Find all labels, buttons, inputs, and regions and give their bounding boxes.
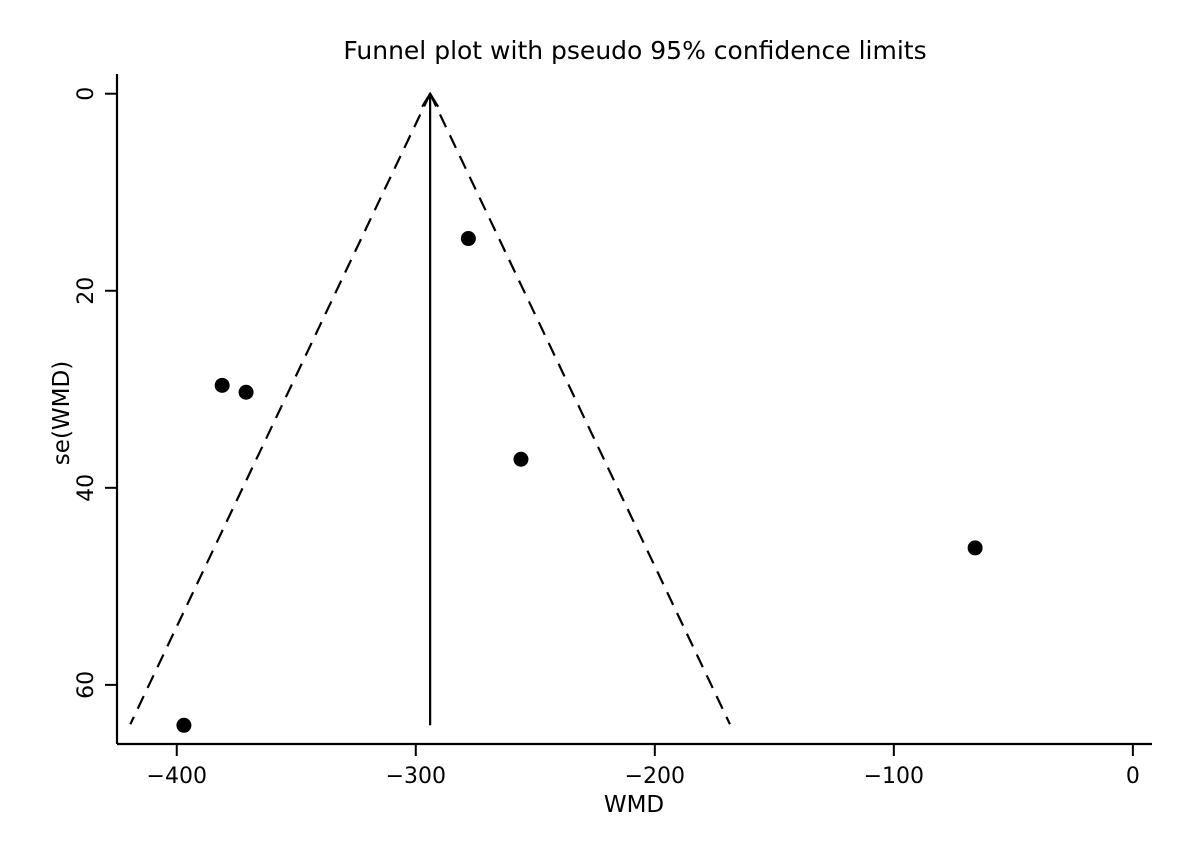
data-point xyxy=(513,451,529,467)
y-axis-title: se(WMD) xyxy=(49,361,75,465)
y-tick-label: 40 xyxy=(74,474,99,502)
data-point xyxy=(967,540,983,556)
upper-confidence-limit-line xyxy=(429,93,731,725)
y-tick-label: 0 xyxy=(74,87,99,101)
lower-confidence-limit-line xyxy=(129,93,432,725)
data-point xyxy=(460,231,476,247)
x-tick-label: −100 xyxy=(864,764,924,789)
x-axis-title: WMD xyxy=(604,792,664,818)
x-tick-label: −400 xyxy=(147,764,207,789)
y-tick-label: 20 xyxy=(74,277,99,305)
x-tick-label: −200 xyxy=(625,764,685,789)
data-point xyxy=(176,717,192,733)
y-axis-ticks: 0 20 40 60 xyxy=(74,87,117,699)
x-axis-ticks: −400 −300 −200 −100 0 xyxy=(147,744,1140,789)
x-tick-label: 0 xyxy=(1126,764,1140,789)
data-point xyxy=(214,377,230,393)
plot-area xyxy=(129,91,983,733)
y-tick-label: 60 xyxy=(74,671,99,699)
x-tick-label: −300 xyxy=(386,764,446,789)
chart-title: Funnel plot with pseudo 95% confidence l… xyxy=(343,36,926,65)
data-point xyxy=(238,384,254,400)
pooled-estimate-arrowhead xyxy=(421,91,440,108)
